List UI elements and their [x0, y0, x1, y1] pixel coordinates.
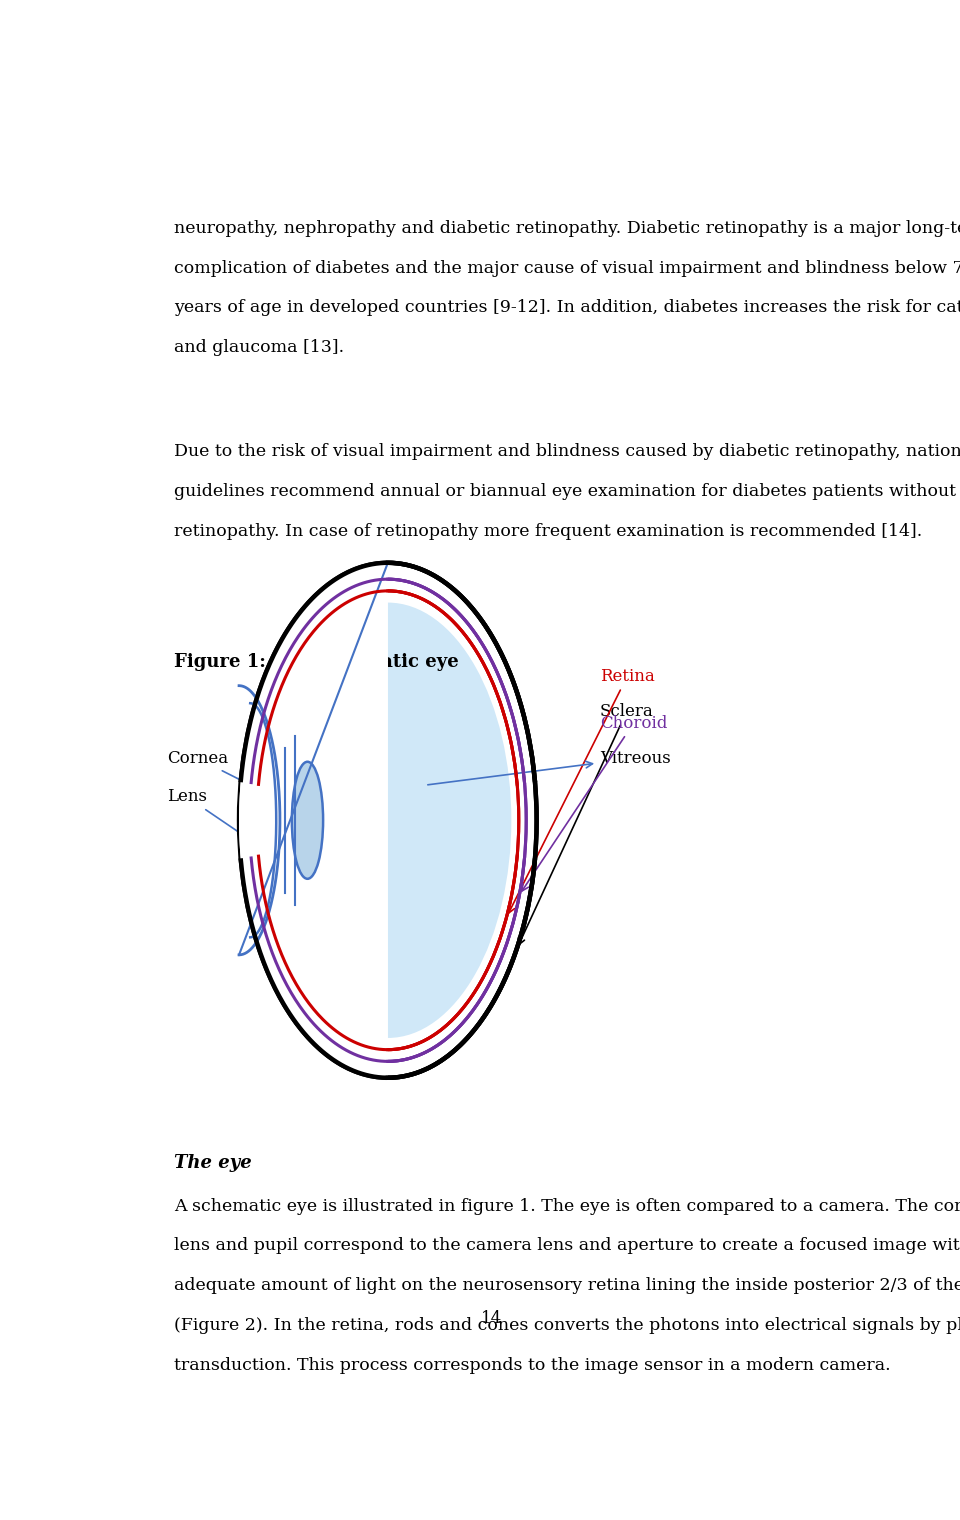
Text: neuropathy, nephropathy and diabetic retinopathy. Diabetic retinopathy is a majo: neuropathy, nephropathy and diabetic ret…: [175, 220, 960, 237]
Text: Due to the risk of visual impairment and blindness caused by diabetic retinopath: Due to the risk of visual impairment and…: [175, 444, 960, 461]
Text: retinopathy. In case of retinopathy more frequent examination is recommended [14: retinopathy. In case of retinopathy more…: [175, 523, 923, 540]
Text: Choroid: Choroid: [522, 714, 667, 891]
Text: transduction. This process corresponds to the image sensor in a modern camera.: transduction. This process corresponds t…: [175, 1357, 891, 1374]
Text: The eye: The eye: [175, 1154, 252, 1172]
Text: A schematic eye is illustrated in figure 1. The eye is often compared to a camer: A schematic eye is illustrated in figure…: [175, 1198, 960, 1214]
Text: Figure 1: The schematic eye: Figure 1: The schematic eye: [175, 654, 459, 670]
Text: Retina: Retina: [509, 667, 655, 914]
Text: complication of diabetes and the major cause of visual impairment and blindness : complication of diabetes and the major c…: [175, 260, 960, 277]
Polygon shape: [239, 562, 388, 1078]
Polygon shape: [239, 562, 388, 1078]
Text: lens and pupil correspond to the camera lens and aperture to create a focused im: lens and pupil correspond to the camera …: [175, 1237, 960, 1254]
Text: Lens: Lens: [167, 789, 303, 876]
Text: and glaucoma [13].: and glaucoma [13].: [175, 339, 345, 356]
Ellipse shape: [292, 762, 324, 879]
Text: Vitreous: Vitreous: [428, 749, 671, 784]
Text: Cornea: Cornea: [167, 749, 270, 795]
Text: adequate amount of light on the neurosensory retina lining the inside posterior : adequate amount of light on the neurosen…: [175, 1277, 960, 1294]
Text: guidelines recommend annual or biannual eye examination for diabetes patients wi: guidelines recommend annual or biannual …: [175, 483, 956, 500]
Text: Sclera: Sclera: [518, 702, 654, 945]
Text: years of age in developed countries [9-12]. In addition, diabetes increases the : years of age in developed countries [9-1…: [175, 299, 960, 316]
Text: (Figure 2). In the retina, rods and cones converts the photons into electrical s: (Figure 2). In the retina, rods and cone…: [175, 1316, 960, 1335]
Ellipse shape: [264, 602, 512, 1038]
Text: 14: 14: [481, 1310, 503, 1327]
